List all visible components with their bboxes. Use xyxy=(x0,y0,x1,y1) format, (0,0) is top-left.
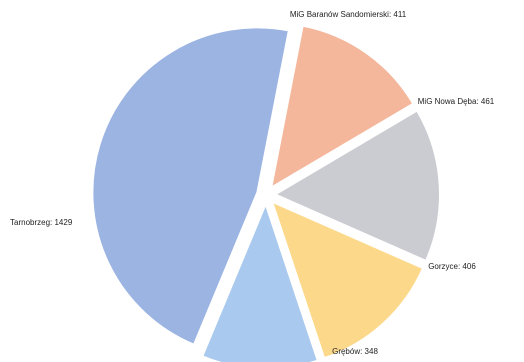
slice-label: Grębów: 348 xyxy=(332,347,378,356)
slice-label: Tarnobrzeg: 1429 xyxy=(10,218,73,227)
pie-slice-gorzyce xyxy=(270,199,425,360)
slice-label: MiG Baranów Sandomierski: 411 xyxy=(290,10,407,19)
slice-label: MiG Nowa Dęba: 461 xyxy=(418,97,495,106)
pie-slice-tarnobrzeg xyxy=(91,26,291,347)
pie-slices xyxy=(91,24,441,362)
slice-label: Gorzyce: 406 xyxy=(428,262,476,271)
pie-slice-grebow xyxy=(200,201,320,362)
pie-slice-baranow xyxy=(269,24,415,190)
pie-slice-nowa-deba xyxy=(272,109,441,263)
pie-labels: MiG Baranów Sandomierski: 411 MiG Nowa Dę… xyxy=(10,10,495,356)
